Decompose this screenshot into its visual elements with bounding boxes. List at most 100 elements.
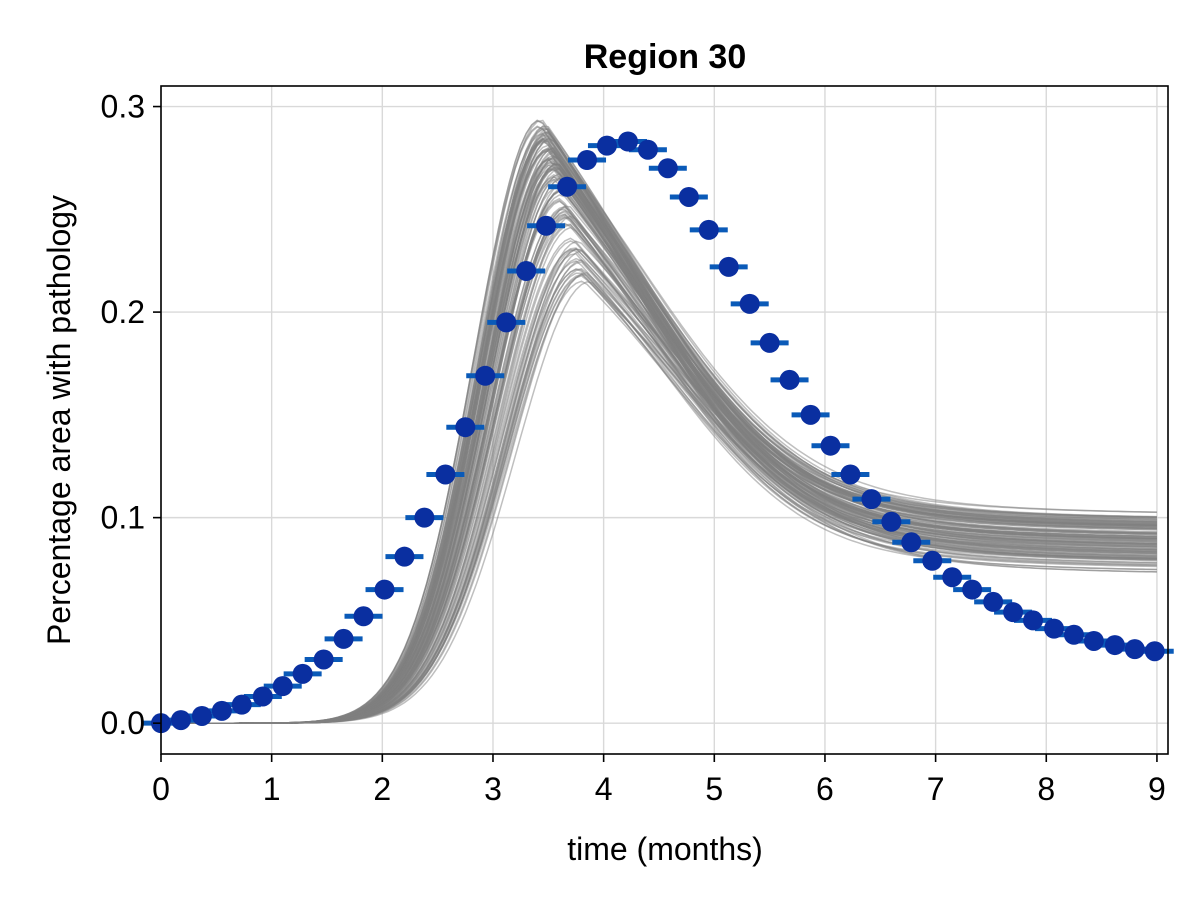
simulation-line — [161, 148, 1157, 724]
simulation-line — [161, 157, 1157, 724]
simulation-line — [161, 213, 1157, 724]
data-point — [1144, 641, 1165, 662]
data-point — [455, 417, 476, 438]
simulation-line — [161, 139, 1157, 724]
data-point — [718, 256, 739, 277]
simulation-line — [161, 173, 1157, 724]
simulation-line — [161, 157, 1157, 724]
simulation-line — [161, 163, 1157, 724]
data-point — [1104, 635, 1125, 656]
data-point — [435, 464, 456, 485]
data-point — [800, 404, 821, 425]
simulation-line — [161, 187, 1157, 724]
simulation-line — [161, 155, 1157, 724]
simulation-line — [161, 164, 1157, 724]
simulation-line — [161, 146, 1157, 724]
data-point — [536, 215, 557, 236]
simulation-line — [161, 175, 1157, 724]
simulation-line — [161, 177, 1157, 724]
simulation-line — [161, 189, 1157, 724]
simulation-line — [161, 151, 1157, 724]
simulation-line — [161, 189, 1157, 724]
simulation-line — [161, 132, 1157, 724]
data-point — [678, 186, 699, 207]
data-point — [1124, 639, 1145, 660]
simulation-line — [161, 199, 1157, 724]
simulation-line — [161, 125, 1157, 724]
simulation-line — [161, 178, 1157, 724]
data-point — [1022, 610, 1043, 631]
x-tick-label: 4 — [595, 771, 613, 807]
data-point — [170, 710, 191, 731]
simulation-line — [161, 127, 1157, 724]
simulation-line — [161, 189, 1157, 724]
simulation-line — [161, 167, 1157, 724]
simulation-line — [161, 213, 1157, 724]
data-point — [779, 369, 800, 390]
simulation-line — [161, 162, 1157, 724]
data-point — [637, 139, 658, 160]
simulation-line — [161, 160, 1157, 724]
y-tick-label: 0.3 — [101, 89, 145, 125]
data-point — [1063, 624, 1084, 645]
simulation-line — [161, 168, 1157, 724]
simulation-line — [161, 205, 1157, 724]
data-point — [962, 579, 983, 600]
simulation-line — [161, 139, 1157, 724]
observed-data — [142, 131, 1174, 734]
data-point — [840, 464, 861, 485]
x-tick-label: 2 — [373, 771, 391, 807]
data-point — [414, 507, 435, 528]
simulation-line — [161, 138, 1157, 724]
simulation-line — [161, 136, 1157, 724]
simulation-line — [161, 200, 1157, 724]
simulation-line — [161, 139, 1157, 724]
simulation-line — [161, 167, 1157, 724]
simulation-line — [161, 208, 1157, 724]
simulation-line — [161, 163, 1157, 724]
data-point — [353, 606, 374, 627]
data-point — [394, 546, 415, 567]
x-tick-label: 7 — [927, 771, 945, 807]
data-point — [901, 532, 922, 553]
simulation-line — [161, 168, 1157, 724]
simulation-line — [161, 205, 1157, 724]
data-point — [272, 676, 293, 697]
chart-title: Region 30 — [584, 38, 746, 76]
simulation-line — [161, 144, 1157, 724]
plot-frame — [160, 85, 1169, 755]
simulation-line — [161, 172, 1157, 724]
data-point — [942, 567, 963, 588]
x-tick-label: 3 — [484, 771, 502, 807]
simulation-line — [161, 140, 1157, 724]
data-point — [292, 663, 313, 684]
x-tick-label: 0 — [152, 771, 170, 807]
simulation-line — [161, 134, 1157, 724]
data-point — [496, 312, 517, 333]
simulation-line — [161, 166, 1157, 724]
data-point — [861, 489, 882, 510]
grid — [160, 86, 1168, 754]
data-point — [374, 579, 395, 600]
simulation-line — [161, 127, 1157, 724]
simulation-line — [161, 131, 1157, 724]
simulation-line — [161, 130, 1157, 724]
data-point — [739, 293, 760, 314]
simulation-line — [161, 149, 1157, 724]
data-point — [475, 365, 496, 386]
data-point — [516, 260, 537, 281]
simulation-line — [161, 148, 1157, 724]
data-point — [617, 131, 638, 152]
data-point — [983, 591, 1004, 612]
x-tick-label: 1 — [263, 771, 281, 807]
data-point — [698, 219, 719, 240]
simulation-line — [161, 132, 1157, 724]
x-tick-label: 9 — [1148, 771, 1166, 807]
data-point — [231, 694, 252, 715]
y-tick-label: 0.2 — [101, 294, 145, 330]
simulation-line — [161, 137, 1157, 724]
simulation-line — [161, 137, 1157, 724]
simulation-line — [161, 158, 1157, 724]
simulation-line — [161, 155, 1157, 724]
